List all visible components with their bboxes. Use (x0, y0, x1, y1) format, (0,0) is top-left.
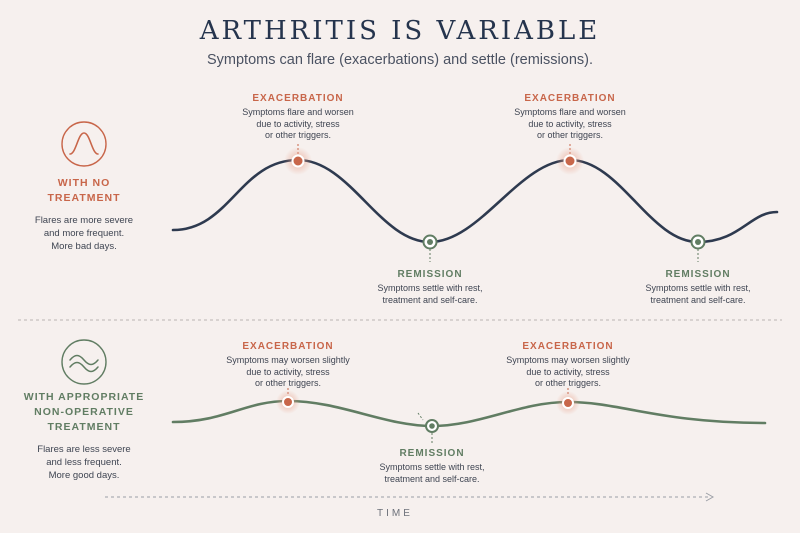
leader-line (417, 412, 424, 421)
treated-description: Flares are less severe and less frequent… (37, 444, 131, 481)
gentle-wave-icon (61, 339, 107, 385)
exacerbation-label: EXACERBATION (522, 341, 614, 352)
treated-section-label: WITH APPROPRIATE NON-OPERATIVE TREATMENT… (10, 390, 158, 482)
treated-symptom-curve (171, 399, 767, 428)
remission-annotation: REMISSION Symptoms settle with rest, tre… (362, 448, 502, 485)
remission-marker (425, 419, 439, 433)
bell-curve-icon (61, 121, 107, 167)
page-subtitle: Symptoms can flare (exacerbations) and s… (206, 52, 593, 68)
exacerbation-label: EXACERBATION (242, 341, 334, 352)
exacerbation-text: Symptoms flare and worsen due to activit… (242, 107, 354, 140)
remission-annotation: REMISSION Symptoms settle with rest, tre… (360, 269, 500, 306)
treated-heading: WITH APPROPRIATE NON-OPERATIVE TREATMENT (23, 391, 145, 433)
untreated-section-label: WITH NO TREATMENT Flares are more severe… (14, 176, 154, 253)
untreated-description: Flares are more severe and more frequent… (34, 215, 134, 252)
exacerbation-annotation: EXACERBATION Symptoms flare and worsen d… (223, 93, 373, 142)
remission-marker (690, 234, 706, 250)
exacerbation-marker (556, 147, 584, 175)
remission-text: Symptoms settle with rest, treatment and… (379, 462, 485, 484)
remission-annotation: REMISSION Symptoms settle with rest, tre… (628, 269, 768, 306)
exacerbation-annotation: EXACERBATION Symptoms may worsen slightl… (488, 341, 648, 390)
remission-text: Symptoms settle with rest, treatment and… (645, 283, 751, 305)
page-title: ARTHRITIS IS VARIABLE (199, 16, 601, 46)
exacerbation-annotation: EXACERBATION Symptoms flare and worsen d… (495, 93, 645, 142)
remission-label: REMISSION (397, 269, 463, 280)
exacerbation-label: EXACERBATION (252, 93, 344, 104)
untreated-symptom-curve (171, 158, 779, 244)
remission-text: Symptoms settle with rest, treatment and… (377, 283, 483, 305)
exacerbation-text: Symptoms flare and worsen due to activit… (514, 107, 626, 140)
time-axis-arrow (105, 492, 715, 502)
exacerbation-text: Symptoms may worsen slightly due to acti… (506, 355, 630, 388)
time-axis-label: TIME (377, 508, 413, 519)
untreated-heading: WITH NO TREATMENT (47, 177, 121, 204)
exacerbation-text: Symptoms may worsen slightly due to acti… (226, 355, 350, 388)
exacerbation-marker (556, 391, 580, 415)
exacerbation-label: EXACERBATION (524, 93, 616, 104)
remission-marker (422, 234, 438, 250)
exacerbation-marker (276, 390, 300, 414)
remission-label: REMISSION (399, 448, 465, 459)
exacerbation-marker (284, 147, 312, 175)
remission-label: REMISSION (665, 269, 731, 280)
exacerbation-annotation: EXACERBATION Symptoms may worsen slightl… (208, 341, 368, 390)
